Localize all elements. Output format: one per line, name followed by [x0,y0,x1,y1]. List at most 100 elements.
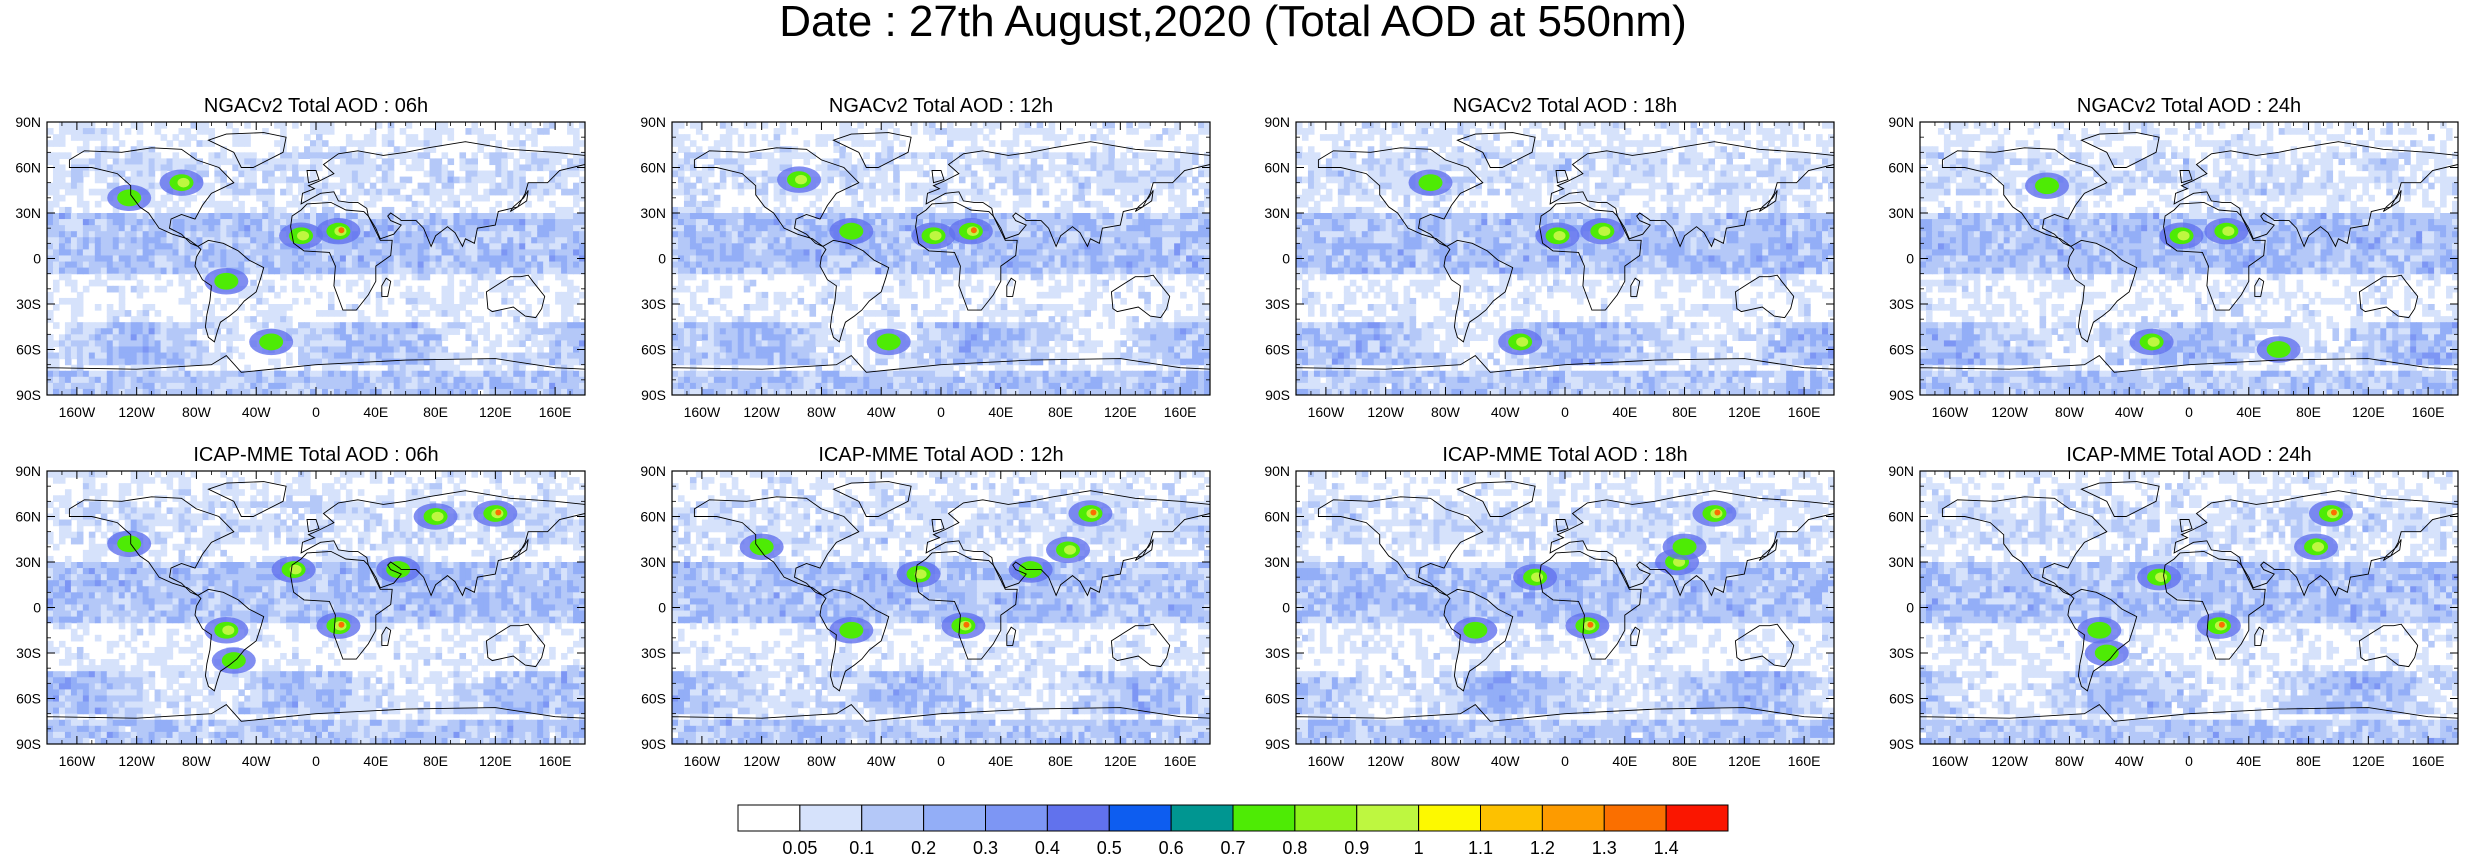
lat-tick-label: 30S [16,296,41,312]
lon-tick-label: 0 [937,404,945,420]
lon-tick-label: 160W [1932,753,1969,769]
colorbar-label: 1.4 [1654,838,1679,854]
lon-tick-label: 0 [2185,753,2193,769]
lat-tick-label: 60N [1264,509,1290,525]
lon-tick-label: 160W [59,753,96,769]
colorbar-label: 1.3 [1592,838,1617,854]
lat-tick-label: 0 [33,251,41,267]
lon-tick-label: 120E [1728,753,1761,769]
colorbar-label: 0.3 [973,838,998,854]
lat-tick-label: 60N [1888,509,1914,525]
colorbar-label: 1 [1414,838,1424,854]
lon-tick-label: 160W [1308,753,1345,769]
lon-tick-label: 120W [1367,753,1404,769]
lon-tick-label: 80W [807,404,837,420]
colorbar-swatch [1170,804,1234,832]
lat-tick-label: 30N [1888,205,1914,221]
lon-tick-label: 120E [479,404,512,420]
lon-tick-label: 80E [2296,404,2321,420]
lon-tick-label: 40E [2236,753,2261,769]
colorbar-label: 0.4 [1035,838,1060,854]
lat-tick-label: 90N [15,463,41,479]
colorbar-swatch [861,804,925,832]
lat-tick-label: 60N [640,160,666,176]
lon-tick-label: 120E [1104,753,1137,769]
lon-tick-label: 120E [2352,404,2385,420]
lon-tick-label: 160W [59,404,96,420]
colorbar-label: 0.9 [1344,838,1369,854]
lat-tick-label: 90S [16,736,41,752]
panel-title: ICAP-MME Total AOD : 12h [818,444,1063,466]
lat-tick-label: 90S [641,736,666,752]
lat-tick-label: 60N [15,160,41,176]
aod-field [672,471,1210,744]
lat-tick-label: 60N [15,509,41,525]
lon-tick-label: 120W [743,753,780,769]
lon-tick-label: 0 [1561,753,1569,769]
lon-tick-label: 80E [1672,753,1697,769]
panel-title: ICAP-MME Total AOD : 18h [1442,444,1687,466]
lon-tick-label: 0 [2185,404,2193,420]
lat-tick-label: 90S [1889,736,1914,752]
lat-tick-label: 90S [641,387,666,403]
lon-tick-label: 80W [2055,404,2085,420]
lat-tick-label: 60S [1265,342,1290,358]
colorbar-swatch [1418,804,1481,832]
lat-tick-label: 0 [658,600,666,616]
lat-tick-label: 0 [1282,600,1290,616]
lon-tick-label: 40W [242,753,272,769]
lat-tick-label: 90N [15,114,41,130]
colorbar-swatch [1046,804,1110,832]
lat-tick-label: 30S [1265,296,1290,312]
lon-tick-label: 80W [182,753,212,769]
lon-tick-label: 120W [743,404,780,420]
aod-field [47,471,585,744]
lon-tick-label: 40W [2115,753,2145,769]
aod-field [1920,471,2458,744]
map-panel: NGACv2 Total AOD : 18h 90N 60N 30N 0 30S 60S 90… [1264,95,1835,420]
lat-tick-label: 90N [1888,463,1914,479]
lon-tick-label: 120W [1991,404,2028,420]
lon-tick-label: 80W [1431,753,1461,769]
lat-tick-label: 0 [33,600,41,616]
map-panel: ICAP-MME Total AOD : 12h 90N 60N 30N 0 30S 60S… [640,444,1211,769]
lat-tick-label: 30N [1264,205,1290,221]
lon-tick-label: 160E [539,404,572,420]
lat-tick-label: 90N [640,463,666,479]
lat-tick-label: 30N [640,205,666,221]
lon-tick-label: 160E [2412,404,2445,420]
lon-tick-label: 80E [2296,753,2321,769]
colorbar-label: 0.1 [849,838,874,854]
lat-tick-label: 90N [1888,114,1914,130]
lon-tick-label: 80W [807,753,837,769]
lat-tick-label: 30N [15,205,41,221]
colorbar-swatch [923,804,986,832]
lat-tick-label: 60N [640,509,666,525]
lon-tick-label: 120W [118,404,155,420]
lon-tick-label: 80E [423,404,448,420]
lon-tick-label: 120W [1991,753,2028,769]
lon-tick-label: 40E [988,404,1013,420]
lat-tick-label: 60N [1888,160,1914,176]
lat-tick-label: 30S [16,645,41,661]
lat-tick-label: 90N [640,114,666,130]
lon-tick-label: 160E [539,753,572,769]
colorbar-label: 0.6 [1159,838,1184,854]
lat-tick-label: 90S [1265,736,1290,752]
lat-tick-label: 30N [1264,554,1290,570]
lon-tick-label: 160E [1164,753,1197,769]
lon-tick-label: 160E [1164,404,1197,420]
aod-field [1296,122,1834,395]
lon-tick-label: 160W [1308,404,1345,420]
lat-tick-label: 30S [641,296,666,312]
colorbar-swatch [1665,804,1729,832]
panel-title: NGACv2 Total AOD : 06h [204,95,428,117]
lat-tick-label: 0 [1906,251,1914,267]
colorbar-label: 0.7 [1220,838,1245,854]
map-panel: ICAP-MME Total AOD : 06h 90N 60N 30N 0 30S 60S… [15,444,586,769]
colorbar-swatch [1480,804,1543,832]
map-panel: NGACv2 Total AOD : 12h 90N 60N 30N 0 30S 60S 90… [640,95,1211,420]
lon-tick-label: 40E [1612,753,1637,769]
lon-tick-label: 0 [312,753,320,769]
